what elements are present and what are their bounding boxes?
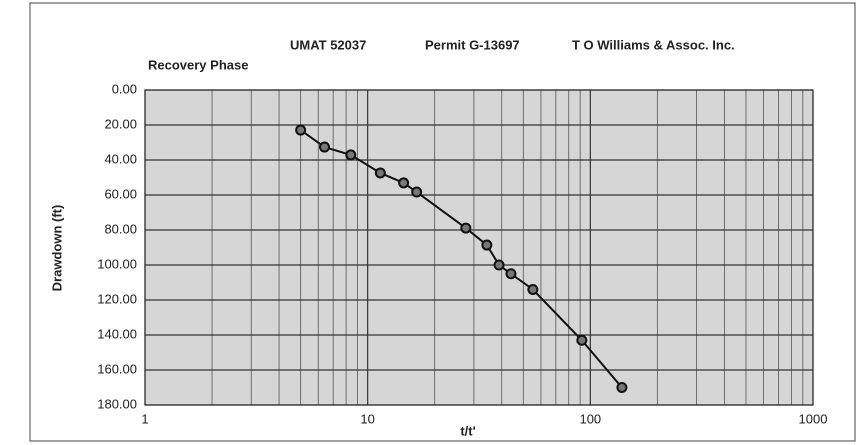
data-point	[398, 177, 410, 189]
data-point	[576, 334, 588, 346]
y-tick-label: 20.00	[104, 116, 137, 131]
data-point	[616, 382, 628, 393]
x-tick-label: 1000	[799, 411, 828, 426]
data-point	[493, 259, 505, 271]
data-point	[411, 186, 423, 198]
data-point	[460, 222, 472, 234]
y-tick-label: 120.00	[97, 291, 137, 306]
x-tick-label: 100	[579, 411, 601, 426]
y-tick-label: 40.00	[104, 151, 137, 166]
y-tick-label: 160.00	[97, 361, 137, 376]
x-tick-label: 10	[360, 411, 374, 426]
data-point	[505, 268, 517, 280]
data-point	[481, 239, 493, 251]
y-tick-label: 140.00	[97, 326, 137, 341]
plot-area	[145, 90, 813, 405]
x-axis-label: t/t'	[460, 423, 475, 438]
data-point	[319, 141, 331, 153]
y-tick-label: 180.00	[97, 396, 137, 411]
title-part: UMAT 52037	[290, 37, 366, 52]
data-point	[345, 149, 357, 161]
data-point	[374, 167, 386, 179]
y-tick-label: 60.00	[104, 186, 137, 201]
y-tick-label: 0.00	[112, 81, 137, 96]
x-tick-label: 1	[141, 411, 148, 426]
title-part: Permit G-13697	[425, 37, 520, 52]
subtitle: Recovery Phase	[148, 57, 248, 72]
title-part: T O Williams & Assoc. Inc.	[572, 37, 735, 52]
y-tick-label: 100.00	[97, 256, 137, 271]
data-point	[527, 284, 539, 295]
y-axis-label: Drawdown (ft)	[49, 205, 64, 292]
plot-border	[144, 89, 814, 406]
y-tick-label: 80.00	[104, 221, 137, 236]
data-point	[295, 124, 307, 136]
